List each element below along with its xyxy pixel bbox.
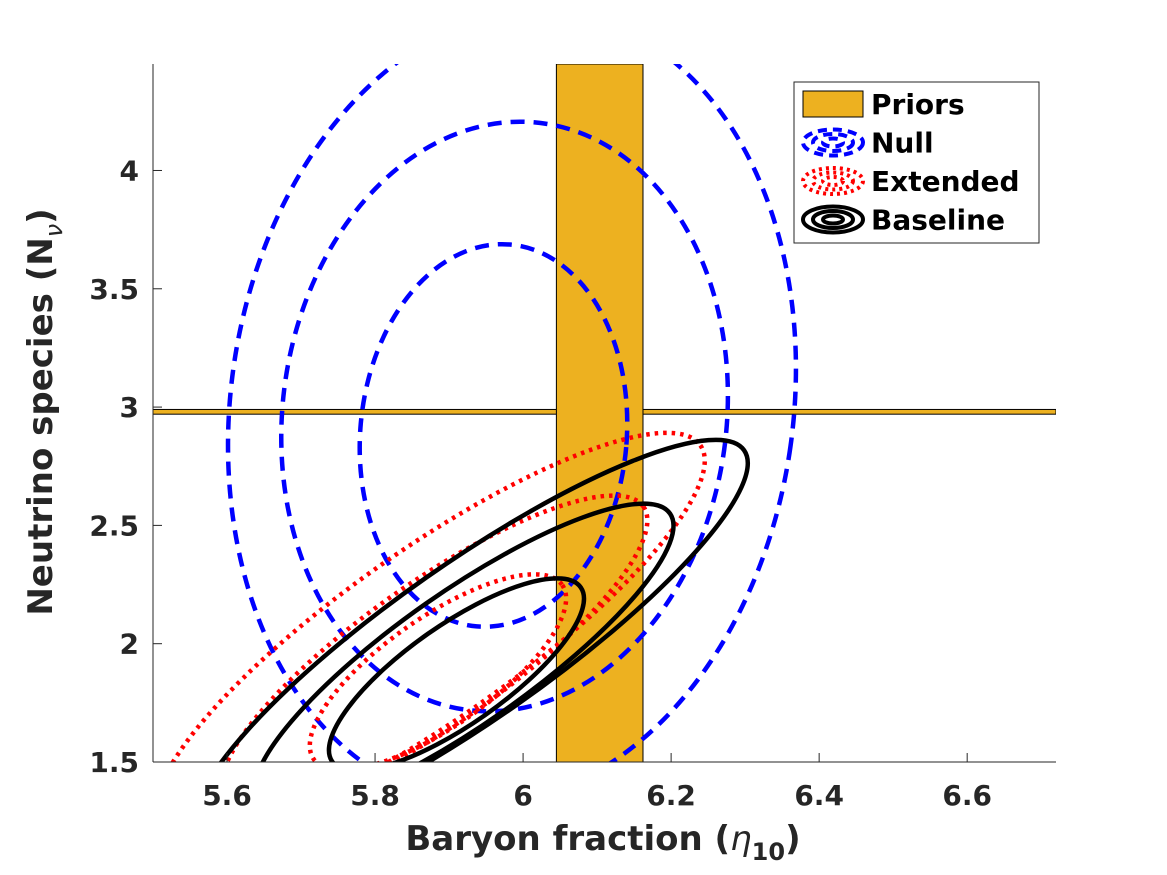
y-tick-label: 2.5	[89, 509, 139, 542]
axes	[152, 64, 1056, 763]
legend-label: Baseline	[871, 204, 1005, 237]
x-tick-label: 6	[513, 779, 532, 812]
null-contour-1	[357, 241, 630, 630]
baseline-contour-1	[326, 576, 587, 762]
legend-entry-priors: Priors	[802, 88, 965, 121]
y-tick-label: 1.5	[89, 746, 139, 779]
legend-entry-baseline: Baseline	[801, 204, 1005, 237]
series-extended	[154, 430, 708, 762]
legend-swatch-extended	[801, 166, 865, 196]
legend-label: Extended	[871, 165, 1020, 198]
legend-label: Null	[871, 127, 934, 160]
x-axis-title: Baryon fraction (η10)	[405, 819, 800, 866]
legend-label: Priors	[871, 88, 965, 121]
baseline-contour-3	[192, 437, 751, 762]
x-tick-label: 6.4	[794, 779, 844, 812]
ticks: 5.6 5.8 6 6.2 6.4 6.6 1.5 2 2.5 3 3.5 4	[89, 154, 992, 812]
extended-contour-3	[154, 430, 708, 762]
x-tick-label: 5.8	[350, 779, 400, 812]
prior-vertical-band	[555, 64, 644, 762]
legend-swatch-null	[801, 127, 865, 158]
series-baseline	[192, 437, 751, 762]
null-contour-2	[279, 119, 731, 714]
legend-swatch-baseline	[801, 204, 865, 235]
y-axis-title: Neutrino species (Nν)	[21, 208, 68, 615]
legend-swatch-priors	[802, 90, 864, 118]
y-tick-label: 3	[120, 391, 139, 424]
legend: Priors Null Extended Baseline	[793, 81, 1040, 244]
null-contour-3	[225, 64, 799, 762]
y-tick-label: 4	[120, 154, 139, 187]
legend-entry-null: Null	[801, 127, 934, 160]
baseline-contour-2	[252, 501, 676, 762]
x-tick-label: 6.2	[646, 779, 696, 812]
series-null	[225, 64, 799, 762]
legend-entry-extended: Extended	[801, 165, 1020, 198]
x-tick-label: 5.6	[202, 779, 252, 812]
y-tick-label: 3.5	[89, 273, 139, 306]
contour-layer	[154, 64, 799, 762]
extended-contour-2	[218, 493, 650, 762]
y-tick-label: 2	[120, 628, 139, 661]
x-tick-label: 6.6	[942, 779, 992, 812]
extended-contour-1	[307, 572, 569, 762]
